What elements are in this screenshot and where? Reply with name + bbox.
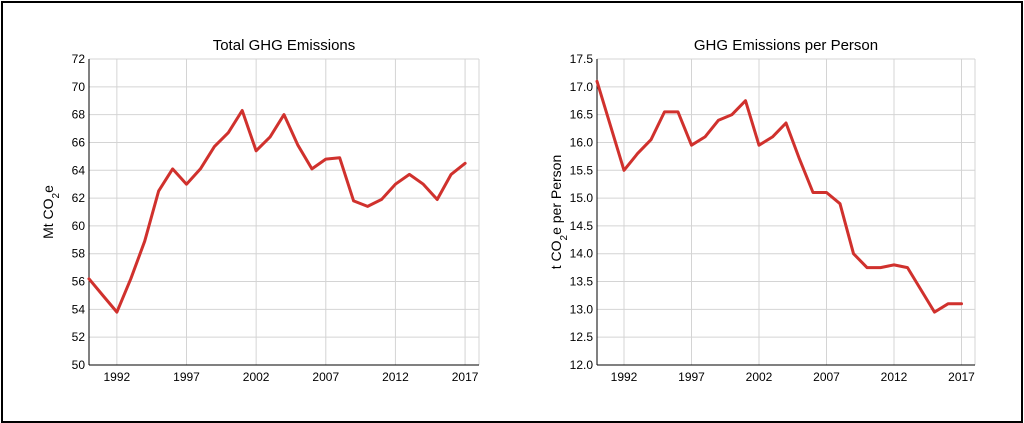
chart-title: Total GHG Emissions xyxy=(213,37,356,54)
x-tick-label: 1992 xyxy=(611,370,638,384)
x-tick-label: 2012 xyxy=(382,370,409,384)
y-tick-label: 70 xyxy=(72,80,86,94)
y-tick-label: 56 xyxy=(72,275,86,289)
y-axis-label: Mt CO2e xyxy=(40,185,62,239)
series-line xyxy=(595,79,963,314)
series-line xyxy=(87,109,467,314)
y-tick-label: 15.0 xyxy=(570,191,594,205)
y-tick-label: 13.5 xyxy=(570,275,594,289)
per-person-ghg-chart: GHG Emissions per Person 12.0 12.5 13.0 13.5… xyxy=(548,37,976,384)
y-tick-label: 58 xyxy=(72,247,86,261)
x-tick-label: 2002 xyxy=(746,370,773,384)
y-tick-label: 68 xyxy=(72,108,86,122)
x-tick-label: 1997 xyxy=(678,370,705,384)
y-tick-label: 17.0 xyxy=(570,80,594,94)
x-tick-label: 2007 xyxy=(312,370,339,384)
y-tick-label: 14.5 xyxy=(570,219,594,233)
y-tick-label: 17.5 xyxy=(570,52,594,66)
y-tick-label: 62 xyxy=(72,191,86,205)
total-ghg-chart: Total GHG Emissions 50 52 54 56 58 60 62 64 66 68 7… xyxy=(40,37,480,384)
y-tick-label: 72 xyxy=(72,52,86,66)
x-tick-label: 2017 xyxy=(948,370,975,384)
y-tick-label: 66 xyxy=(72,135,86,149)
y-tick-label: 12.5 xyxy=(570,330,594,344)
y-tick-label: 52 xyxy=(72,330,86,344)
y-tick-label: 13.0 xyxy=(570,302,594,316)
y-tick-label: 64 xyxy=(72,163,86,177)
x-tick-label: 1992 xyxy=(104,370,131,384)
x-tick-label: 2017 xyxy=(452,370,479,384)
y-tick-label: 50 xyxy=(72,358,86,372)
x-tick-label: 2002 xyxy=(243,370,270,384)
x-tick-label: 2007 xyxy=(813,370,840,384)
y-tick-label: 16.5 xyxy=(570,108,594,122)
x-tick-label: 2012 xyxy=(881,370,908,384)
y-tick-label: 14.0 xyxy=(570,247,594,261)
chart-title: GHG Emissions per Person xyxy=(694,37,878,54)
y-tick-label: 16.0 xyxy=(570,135,594,149)
y-tick-label: 54 xyxy=(72,302,86,316)
y-tick-label: 60 xyxy=(72,219,86,233)
y-tick-label: 15.5 xyxy=(570,163,594,177)
y-tick-label: 12.0 xyxy=(570,358,594,372)
y-axis-label: t CO2e per Person xyxy=(548,155,570,270)
x-tick-label: 1997 xyxy=(173,370,200,384)
